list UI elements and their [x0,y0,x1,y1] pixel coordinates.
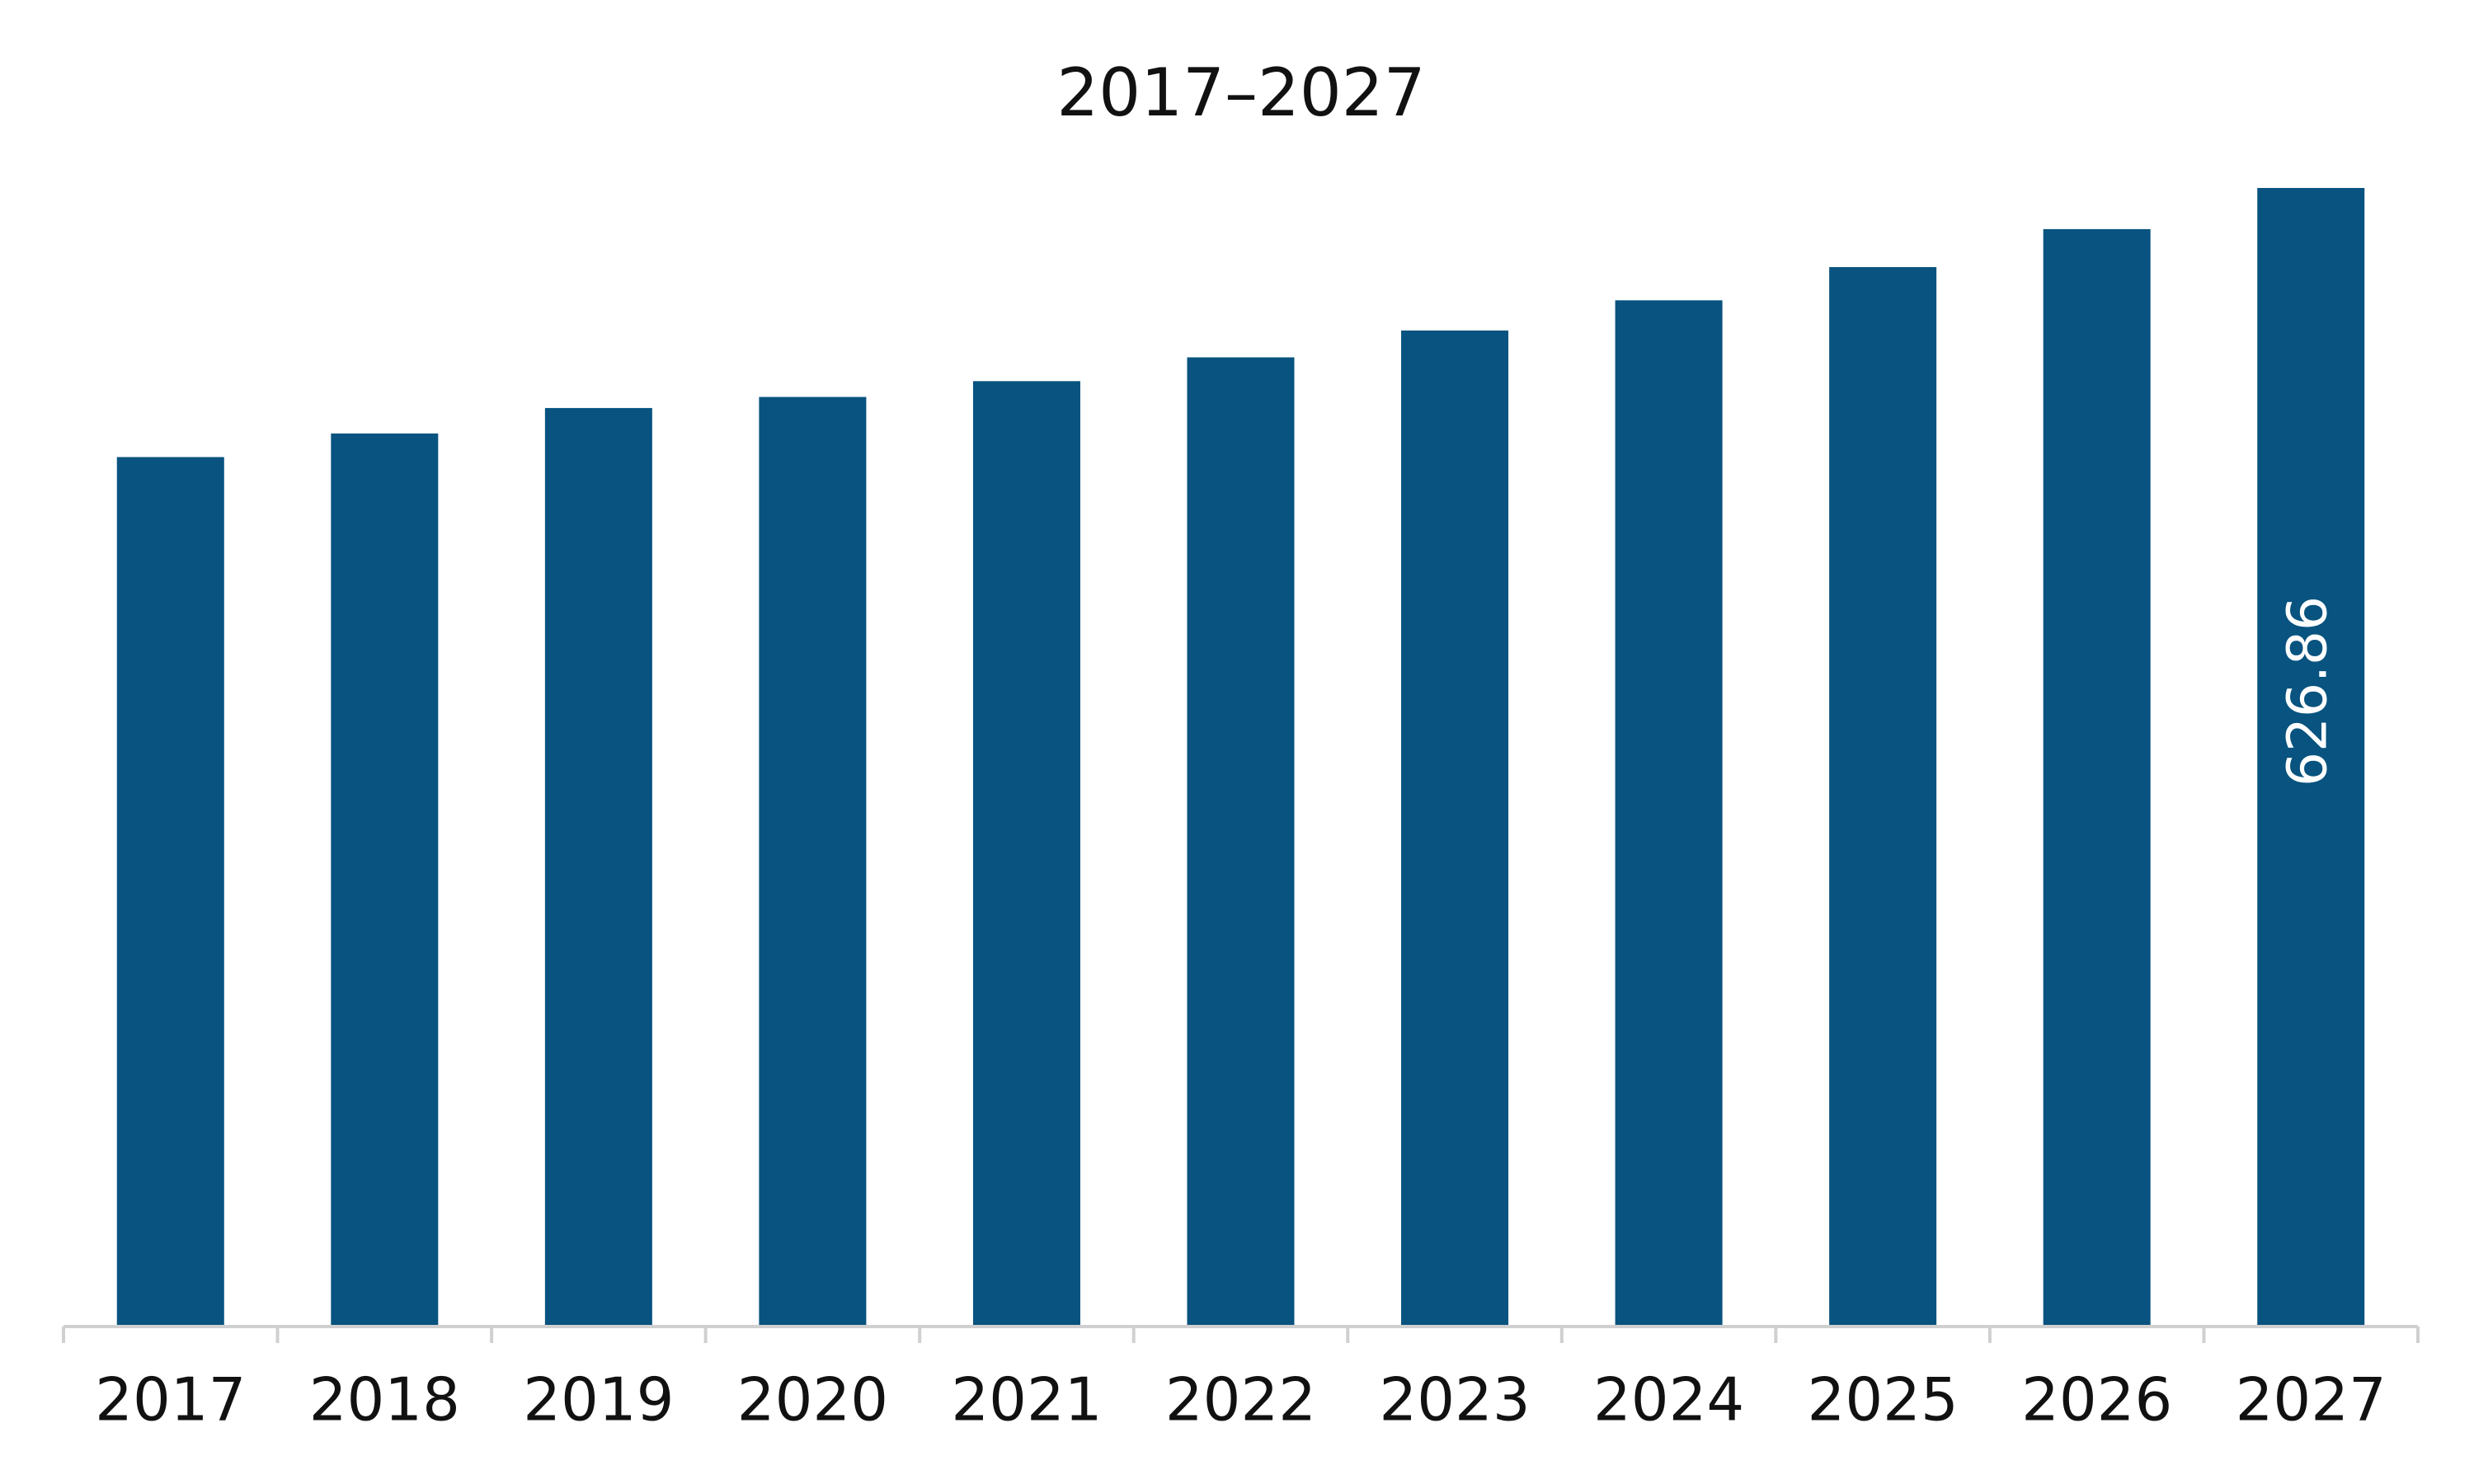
bar [1829,266,1937,1327]
x-tick-label: 2025 [1808,1365,1959,1435]
bar [1187,357,1295,1327]
x-tick-label: 2023 [1379,1365,1530,1435]
bar [544,407,652,1327]
x-tick-label: 2026 [2021,1365,2172,1435]
x-tick-label: 2024 [1593,1365,1744,1435]
bar [2257,188,2365,1327]
x-tick-label: 2018 [309,1365,460,1435]
x-tick-label: 2021 [951,1365,1102,1435]
bar [1401,330,1509,1327]
chart-title: 2017–2027 [1056,54,1425,131]
x-tick-label: 2019 [523,1365,674,1435]
bar [116,457,224,1327]
x-tick-label: 2017 [95,1365,246,1435]
bar [759,397,867,1327]
bar [2043,228,2151,1327]
x-tick-label: 2027 [2236,1365,2387,1435]
bar [972,381,1080,1327]
x-tick-label: 2020 [737,1365,888,1435]
x-tick-label: 2022 [1165,1365,1316,1435]
value-label: 626.86 [2275,596,2339,787]
bar [1615,300,1723,1327]
bar [331,433,439,1327]
